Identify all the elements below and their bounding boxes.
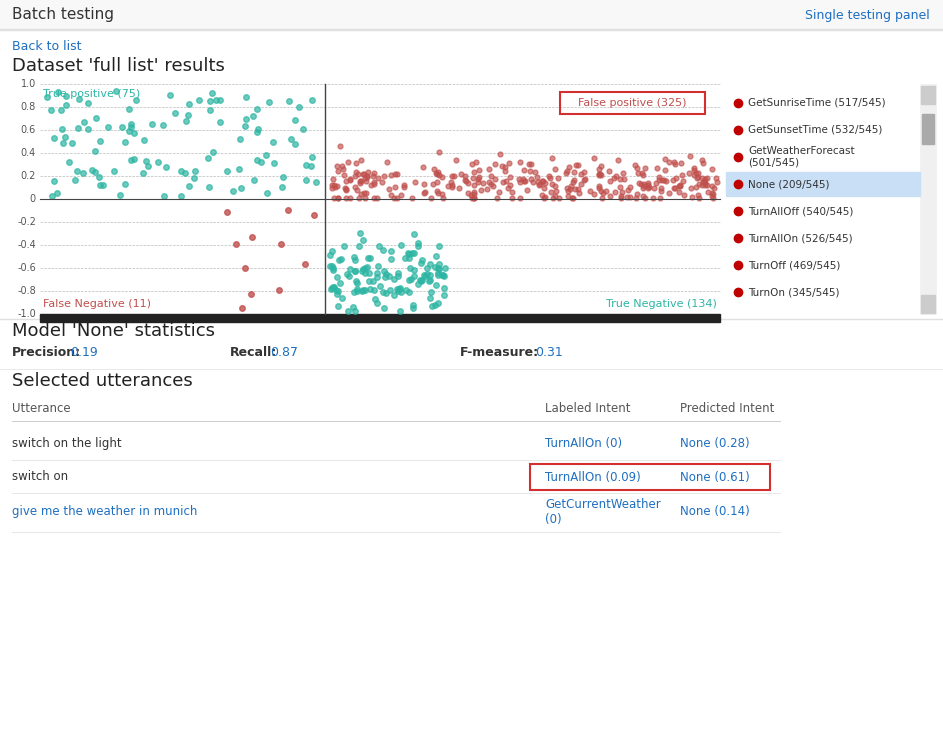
Text: None (0.61): None (0.61) [680,470,750,484]
Text: Dataset 'full list' results: Dataset 'full list' results [12,57,224,75]
Text: None (0.14): None (0.14) [680,506,750,518]
Bar [40,314,720,322]
Text: switch on: switch on [12,470,68,484]
Bar [921,86,935,104]
Text: Recall:: Recall: [230,345,277,359]
Text: -0.2: -0.2 [17,217,36,227]
Text: -0.6: -0.6 [17,263,36,273]
Text: Selected utterances: Selected utterances [12,372,192,390]
Text: GetCurrentWeather
(0): GetCurrentWeather (0) [545,498,661,526]
Text: Single testing panel: Single testing panel [805,8,930,22]
Text: False positive (325): False positive (325) [578,98,687,108]
Bar [40,84,720,314]
Text: Model 'None' statistics: Model 'None' statistics [12,322,215,340]
Bar [921,295,935,313]
Text: 0.19: 0.19 [70,345,98,359]
Text: GetSunriseTime (517/545): GetSunriseTime (517/545) [748,98,885,108]
Text: Labeled Intent: Labeled Intent [545,402,631,416]
Text: True Negative (134): True Negative (134) [606,299,717,309]
Text: -0.4: -0.4 [17,240,36,250]
Text: Back to list: Back to list [12,40,81,52]
Text: 0.4: 0.4 [21,148,36,158]
Text: 0.2: 0.2 [21,171,36,181]
Text: None (209/545): None (209/545) [748,179,830,189]
Bar [0,29,943,30]
Text: TurnOff (469/545): TurnOff (469/545) [748,261,840,270]
Text: 1.0: 1.0 [21,79,36,89]
Text: Batch testing: Batch testing [12,7,114,22]
Text: TurnAllOn (0.09): TurnAllOn (0.09) [545,470,640,484]
Text: 0.6: 0.6 [21,125,36,135]
Text: True positive (75): True positive (75) [43,89,141,99]
Text: 0.87: 0.87 [270,345,298,359]
Text: GetSunsetTime (532/545): GetSunsetTime (532/545) [748,125,883,135]
Text: Predicted Intent: Predicted Intent [680,402,774,416]
Text: F-measure:: F-measure: [460,345,539,359]
Bar [922,114,934,144]
Text: Utterance: Utterance [12,402,71,416]
Bar [530,464,770,490]
Text: Precision:: Precision: [12,345,81,359]
Text: give me the weather in munich: give me the weather in munich [12,506,197,518]
Bar [560,92,705,114]
Bar [726,172,920,196]
Text: 0.31: 0.31 [535,345,563,359]
Text: 0: 0 [30,194,36,204]
Text: TurnAllOn (526/545): TurnAllOn (526/545) [748,233,852,243]
Bar [0,0,943,29]
Text: -1.0: -1.0 [17,309,36,319]
Text: 0.8: 0.8 [21,102,36,112]
Bar [726,84,920,314]
Text: TurnAllOn (0): TurnAllOn (0) [545,437,622,450]
Text: switch on the light: switch on the light [12,437,122,450]
Text: TurnAllOff (540/545): TurnAllOff (540/545) [748,206,853,216]
Text: GetWeatherForecast
(501/545): GetWeatherForecast (501/545) [748,146,854,168]
Text: TurnOn (345/545): TurnOn (345/545) [748,288,839,297]
Text: False Negative (11): False Negative (11) [43,299,151,309]
Text: -0.8: -0.8 [17,286,36,296]
Bar [920,84,936,314]
Text: None (0.28): None (0.28) [680,437,750,450]
